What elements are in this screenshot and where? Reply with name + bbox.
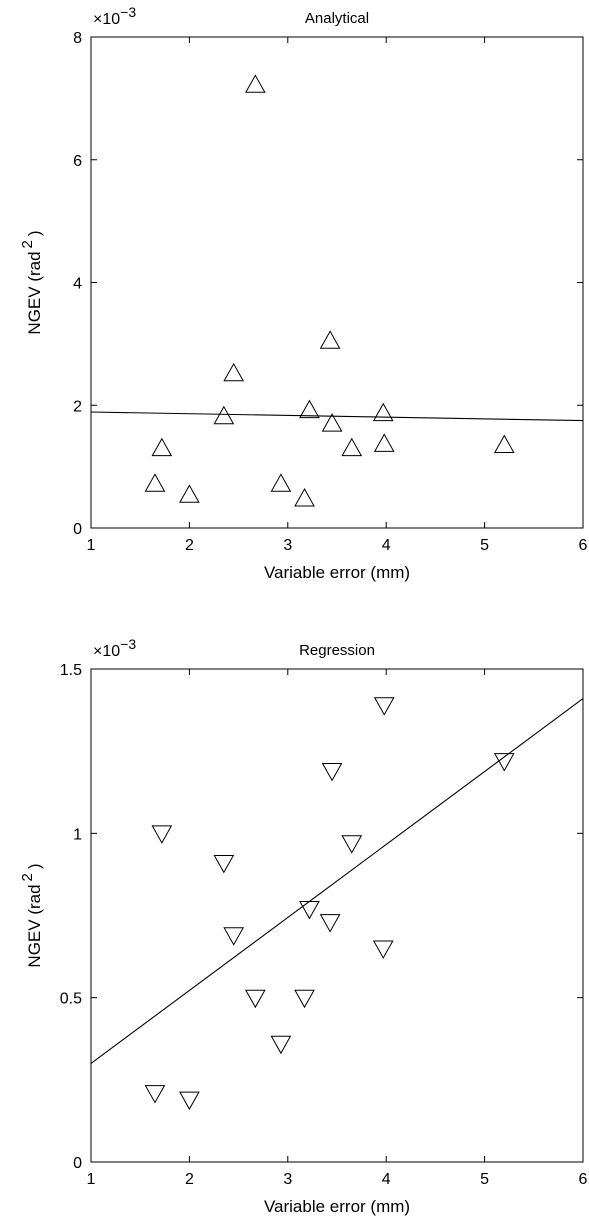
y-tick-label: 8 bbox=[73, 30, 82, 47]
y-tick-label: 0.5 bbox=[60, 991, 82, 1008]
data-point bbox=[373, 433, 395, 452]
y-axis-label-close: ) bbox=[25, 863, 44, 869]
x-tick-label: 4 bbox=[382, 1171, 391, 1188]
data-point bbox=[270, 1035, 292, 1055]
x-tick-label: 6 bbox=[579, 1171, 588, 1188]
x-tick-label: 3 bbox=[283, 1171, 292, 1188]
data-point bbox=[151, 437, 173, 457]
data-point bbox=[373, 697, 395, 716]
x-tick-label: 2 bbox=[185, 1171, 194, 1188]
data-point bbox=[179, 1091, 200, 1111]
y-axis-label-close: ) bbox=[25, 230, 44, 236]
y-tick-label: 6 bbox=[73, 153, 82, 170]
y-multiplier-base: ×10 bbox=[93, 643, 120, 660]
data-point bbox=[319, 914, 341, 933]
y-multiplier: ×10−3 bbox=[93, 636, 136, 660]
data-point bbox=[213, 855, 235, 874]
y-tick-label: 4 bbox=[73, 276, 82, 293]
y-multiplier-exponent: −3 bbox=[120, 4, 136, 20]
x-axis-label: Variable error (mm) bbox=[264, 1197, 410, 1216]
chart-regression: 1 2 3 4 5 6 0 0.5 1 1.5 ×10−3 Regression Variable er… bbox=[19, 636, 588, 1216]
data-point bbox=[493, 753, 515, 772]
data-point bbox=[372, 940, 394, 959]
y-axis-label: NGEV (rad 2) bbox=[19, 863, 44, 967]
x-tick-label: 5 bbox=[480, 537, 489, 554]
y-tick-label: 1.5 bbox=[60, 662, 82, 679]
data-point bbox=[321, 413, 343, 432]
y-axis-label-text: NGEV (rad bbox=[25, 884, 44, 967]
y-axis-label: NGEV (rad 2) bbox=[19, 230, 44, 334]
data-point bbox=[372, 402, 394, 422]
x-tick-label: 5 bbox=[480, 1171, 489, 1188]
y-tick-label: 1 bbox=[73, 826, 82, 843]
x-tick-label: 3 bbox=[283, 537, 292, 554]
data-point bbox=[144, 1085, 166, 1104]
data-point bbox=[179, 484, 200, 503]
x-tick-label: 2 bbox=[185, 537, 194, 554]
y-tick-label: 2 bbox=[73, 398, 82, 415]
y-axis-label-text: NGEV (rad bbox=[25, 251, 44, 334]
y-axis-label-exponent: 2 bbox=[19, 240, 36, 248]
data-point bbox=[270, 473, 292, 492]
data-point bbox=[223, 927, 245, 946]
data-point bbox=[299, 901, 320, 920]
y-tick-label: 0 bbox=[73, 1155, 82, 1172]
x-tick-label: 6 bbox=[579, 537, 588, 554]
y-multiplier-base: ×10 bbox=[93, 11, 120, 28]
y-multiplier: ×10−3 bbox=[93, 4, 136, 28]
data-point bbox=[144, 473, 166, 492]
data-point bbox=[341, 835, 363, 854]
data-point bbox=[493, 434, 515, 454]
data-point bbox=[244, 989, 266, 1009]
chart-analytical: 1 2 3 4 5 6 0 2 4 6 8 ×10−3 Analytical Variable error… bbox=[19, 4, 588, 582]
x-tick-label: 1 bbox=[87, 537, 96, 554]
fit-line bbox=[90, 698, 584, 1064]
data-point bbox=[299, 399, 320, 419]
data-point bbox=[321, 762, 343, 782]
x-tick-label: 1 bbox=[87, 1171, 96, 1188]
data-point bbox=[294, 989, 315, 1009]
plot-frame bbox=[90, 668, 584, 1163]
x-tick-label: 4 bbox=[382, 537, 391, 554]
chart-title: Analytical bbox=[305, 10, 369, 27]
y-tick-label: 0 bbox=[73, 521, 82, 538]
plot-frame bbox=[90, 36, 584, 529]
data-point bbox=[223, 362, 245, 382]
y-multiplier-exponent: −3 bbox=[120, 636, 136, 652]
data-point bbox=[244, 74, 266, 93]
data-point bbox=[213, 405, 235, 425]
data-point bbox=[294, 488, 315, 507]
y-axis-label-exponent: 2 bbox=[19, 873, 36, 881]
data-point bbox=[319, 330, 341, 349]
data-point bbox=[151, 825, 173, 844]
chart-title: Regression bbox=[299, 642, 375, 659]
data-point bbox=[341, 437, 363, 457]
fit-line bbox=[90, 411, 584, 422]
x-axis-label: Variable error (mm) bbox=[264, 563, 410, 582]
